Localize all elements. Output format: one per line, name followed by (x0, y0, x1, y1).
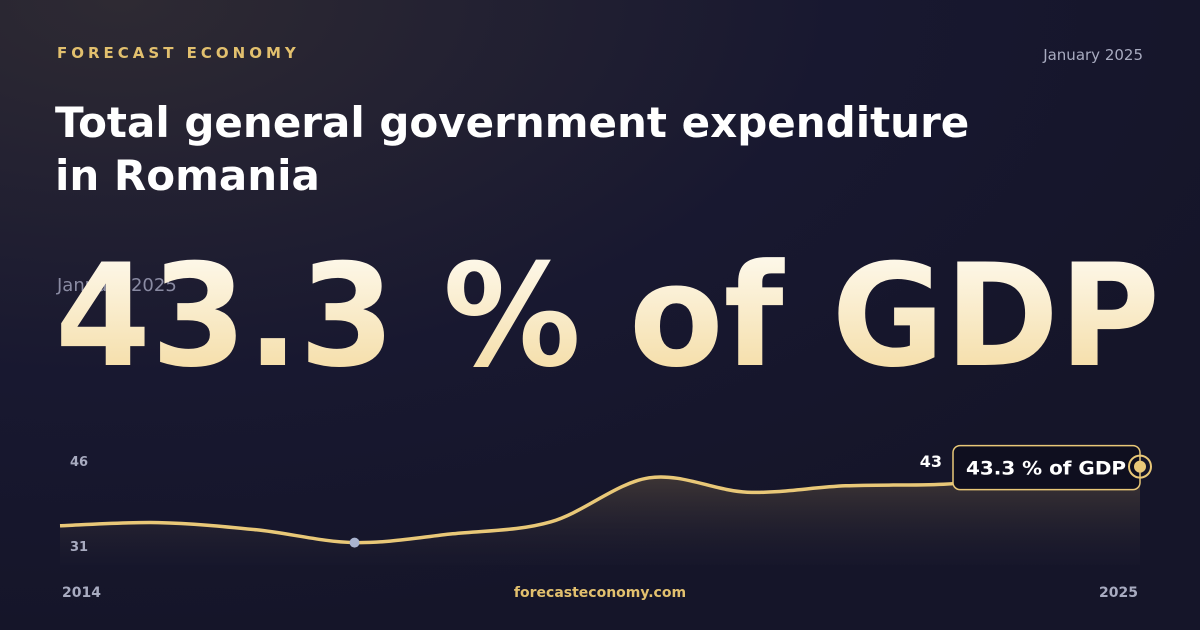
end-ring (1128, 454, 1152, 479)
line (59, 464, 1141, 545)
min-point (349, 537, 360, 548)
title-box: Total general government expenditure in … (55, 98, 970, 200)
end-point (1134, 460, 1146, 473)
y-tick-label: 31 (70, 540, 88, 555)
area (60, 466, 1140, 565)
date: January 2025 (1042, 46, 1143, 64)
footer: forecasteconomy.com (514, 585, 686, 601)
y-tick-label: 46 (70, 455, 88, 470)
title: Total general government expenditure in … (55, 98, 970, 200)
x-tick-label: 2014 (62, 585, 101, 601)
marker-label: 43 (920, 452, 942, 471)
brand: FORECAST ECONOMY (57, 44, 300, 62)
headline: 43.3 % of GDP (55, 234, 1160, 399)
badge-label: 43.3 % of GDP (966, 458, 1126, 480)
x-tick-label: 2025 (1099, 585, 1138, 601)
subdate: January 2025 (56, 275, 177, 296)
